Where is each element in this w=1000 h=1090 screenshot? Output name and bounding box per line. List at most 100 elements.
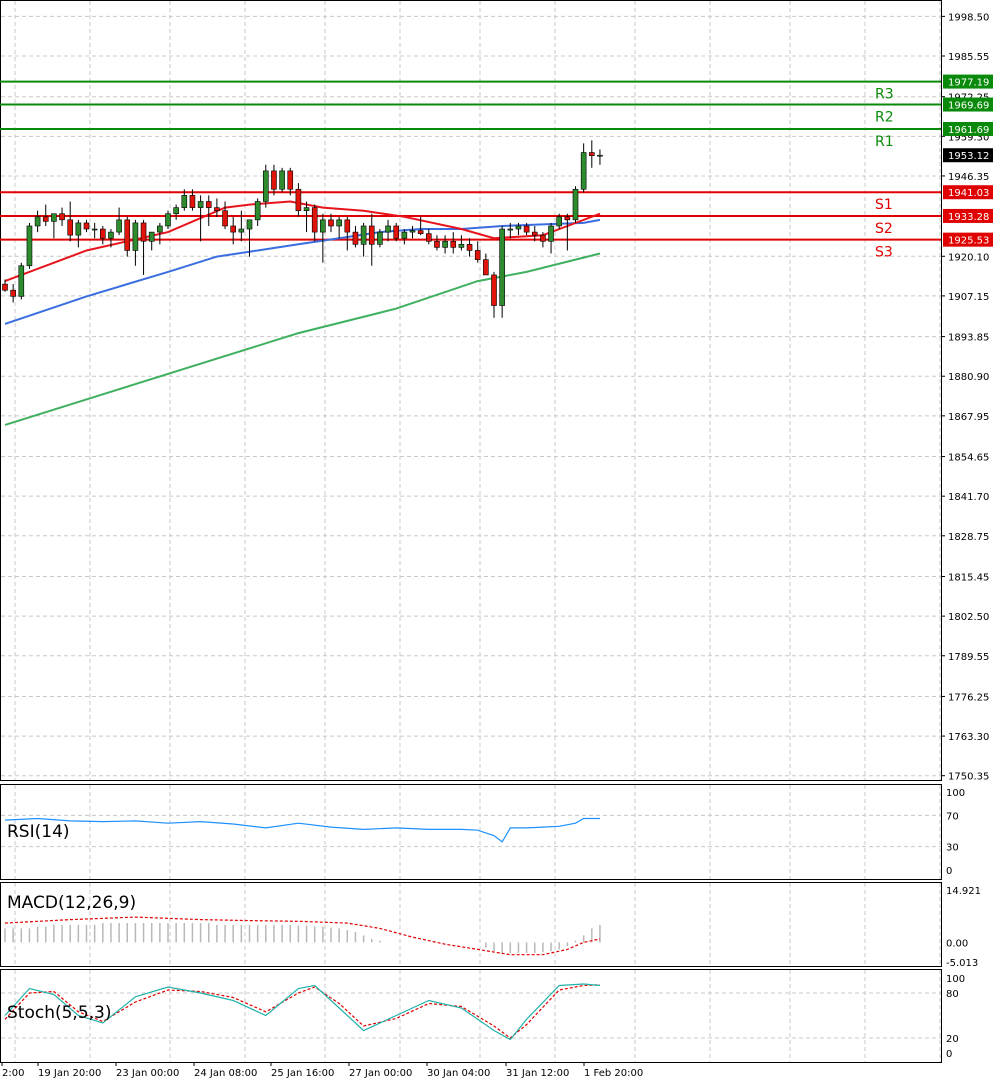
candle-body [328,219,334,227]
time-tick-label: 24 Jan 08:00 [194,1068,257,1079]
ma-slow-line [4,252,601,426]
candle-body [59,213,65,221]
rsi-line [4,817,600,843]
time-tick-label: 27 Jan 00:00 [349,1068,412,1079]
candle-body [572,188,579,221]
rsi-panel-frame [0,784,942,880]
candle-body [442,240,448,248]
candle-body [523,225,530,233]
stoch-main-line [4,983,601,1041]
candle-body [450,240,457,248]
time-tick-label: 31 Jan 12:00 [506,1068,569,1079]
stoch-tick-label: 20 [946,1034,959,1045]
candle-body [588,152,595,156]
candle-body [499,228,505,306]
candlesticks [2,140,603,318]
macd-tick-label: 14.921 [946,886,981,897]
stoch-tick-label: 100 [946,974,965,985]
candle-body [556,216,563,227]
candle-body [401,231,408,239]
ma-mid-line [4,218,601,325]
price-tick-label: 1789.55 [948,652,989,663]
rsi-tick-label: 30 [946,843,959,854]
candle-body [434,240,440,248]
macd-tick-label: 0.00 [946,938,968,949]
candle-body [360,225,367,245]
macd-panel: 14.921 0.00 -5.013 [4,886,981,969]
candle-body [238,228,245,233]
price-tick-label: 1998.50 [948,12,989,23]
candle-body [230,225,236,233]
candle-body [311,207,318,233]
candle-body [75,222,82,236]
price-tick-label: 1815.45 [948,572,989,583]
price-panel-frame [0,0,942,781]
last-price-tag [943,148,993,163]
ma-fast-line [4,200,601,283]
stoch-panel-frame [0,969,942,1063]
price-tick-label: 1985.55 [948,52,989,63]
candle-body [515,225,522,230]
candle-body [124,219,131,251]
level-price-tag-s2 [943,208,993,223]
time-tick-label: 30 Jan 04:00 [427,1068,490,1079]
price-tick-label: 1828.75 [948,532,989,543]
candle-body [197,201,204,208]
level-name-s1: S1 [875,197,893,213]
candle-body [279,170,285,190]
candle-body [34,216,41,227]
level-price-tag-r1 [943,122,993,137]
candle-body [91,228,98,231]
level-price-tags: 1977.19 1969.69 1961.69 1941.03 1933.28 1925.… [943,74,993,247]
price-tick-label: 1776.25 [948,692,989,703]
level-price-text-r1: 1961.69 [948,125,989,136]
candle-body [132,222,139,251]
candle-body [377,231,383,245]
candle-body [287,170,294,190]
stoch-panel: 100 80 20 0 [4,974,965,1060]
candle-body [540,234,546,242]
candle-body [26,225,33,267]
candle-body [67,219,73,236]
price-tick-label: 1750.35 [948,772,989,783]
stoch-tick-label: 0 [946,1049,952,1060]
macd-signal-line [4,916,601,956]
candle-body [344,219,351,233]
candle-body [336,219,342,227]
candle-body [246,219,253,230]
macd-panel-frame [0,882,942,967]
macd-label: MACD(12,26,9) [7,893,136,913]
candle-body [189,195,196,208]
candle-body [205,201,212,208]
grid [1,1,941,1062]
rsi-tick-label: 100 [946,788,965,799]
time-tick-label: 23 Jan 00:00 [116,1068,179,1079]
stoch-label: Stoch(5,5,3) [7,1003,112,1023]
candle-body [580,152,587,190]
candle-body [148,231,155,242]
candle-body [214,207,220,211]
candle-body [10,289,16,297]
level-name-r3: R3 [875,87,894,103]
candle-body [51,213,57,222]
candle-body [108,231,114,239]
candle-body [295,188,302,211]
candle-body [165,213,171,227]
candle-body [18,265,25,297]
time-tick-label: 2:00 [2,1068,24,1079]
candle-body [548,225,554,242]
time-tick-label: 19 Jan 20:00 [38,1068,101,1079]
candle-body [181,195,188,208]
candle-body [417,230,424,234]
level-price-tag-s3 [943,232,993,247]
candle-body [2,283,8,291]
candle-body [531,231,538,236]
price-tick-label: 1880.90 [948,372,989,383]
level-price-text-s1: 1941.03 [948,188,989,199]
candle-body [320,219,326,233]
price-tick-label: 1959.30 [948,132,989,143]
time-tick-label: 25 Jan 16:00 [271,1068,334,1079]
level-price-tag-s1 [943,185,993,200]
macd-tick-label: -5.013 [946,958,978,969]
